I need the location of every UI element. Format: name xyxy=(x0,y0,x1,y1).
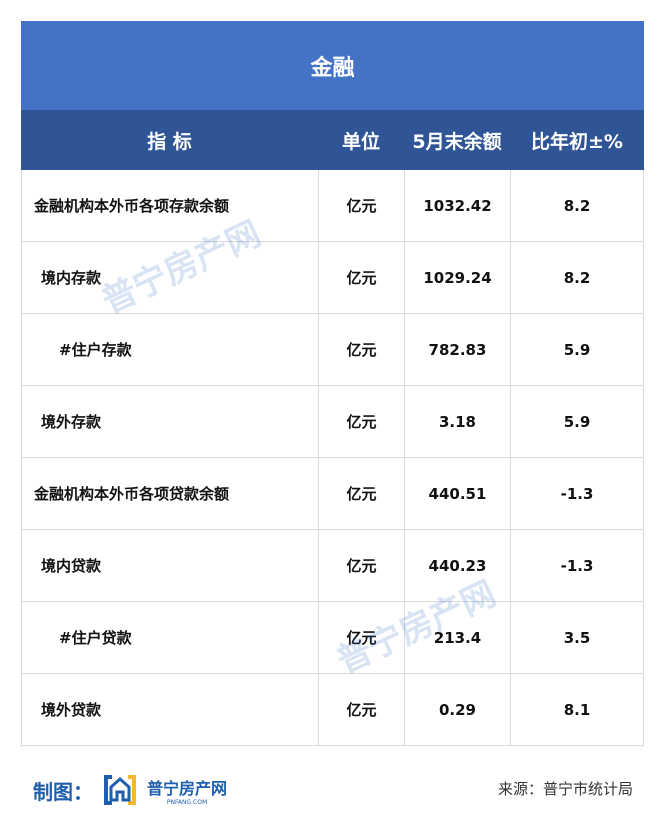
indicator-cell: 境内贷款 xyxy=(22,530,319,601)
balance-cell: 440.51 xyxy=(405,458,511,529)
indicator-cell: #住户贷款 xyxy=(22,602,319,673)
table-row: 金融机构本外币各项存款余额 亿元 1032.42 8.2 xyxy=(21,170,644,242)
change-cell: 3.5 xyxy=(563,628,591,647)
change-cell: 5.9 xyxy=(563,340,591,359)
table-header: 指 标 单位 5月末余额 比年初±% xyxy=(21,110,644,170)
logo-house-icon xyxy=(104,775,136,805)
change-cell: -1.3 xyxy=(560,484,594,503)
unit-cell: 亿元 xyxy=(319,458,405,529)
indicator-cell: 境外存款 xyxy=(22,386,319,457)
footer-credit: 制图： 普宁房产网 PNFANG.COM xyxy=(33,772,227,808)
indicator-cell: 境内存款 xyxy=(22,242,319,313)
header-change: 比年初±% xyxy=(531,130,623,153)
unit-cell: 亿元 xyxy=(319,242,405,313)
unit-cell: 亿元 xyxy=(319,170,405,241)
balance-cell: 3.18 xyxy=(405,386,511,457)
balance-cell: 782.83 xyxy=(405,314,511,385)
header-unit: 单位 xyxy=(341,130,380,153)
change-cell: 8.1 xyxy=(563,700,591,719)
table-row: #住户贷款 亿元 213.4 3.5 xyxy=(21,602,644,674)
indicator-cell: 境外贷款 xyxy=(22,674,319,745)
indicator-cell: 金融机构本外币各项贷款余额 xyxy=(22,458,319,529)
table-row: 境外存款 亿元 3.18 5.9 xyxy=(21,386,644,458)
table-row: 境内存款 亿元 1029.24 8.2 xyxy=(21,242,644,314)
unit-cell: 亿元 xyxy=(319,386,405,457)
unit-cell: 亿元 xyxy=(319,530,405,601)
balance-cell: 440.23 xyxy=(405,530,511,601)
balance-cell: 213.4 xyxy=(405,602,511,673)
table-row: 金融机构本外币各项贷款余额 亿元 440.51 -1.3 xyxy=(21,458,644,530)
finance-table: 金融 指 标 单位 5月末余额 比年初±% 金融机构本外币各项存款余额 亿元 1… xyxy=(21,21,644,746)
header-indicator: 指 标 xyxy=(147,130,192,153)
made-by-label: 制图： xyxy=(33,779,93,804)
indicator-cell: 金融机构本外币各项存款余额 xyxy=(22,170,319,241)
change-cell: -1.3 xyxy=(560,556,594,575)
table-row: 境外贷款 亿元 0.29 8.1 xyxy=(21,674,644,746)
logo: 普宁房产网 PNFANG.COM xyxy=(147,778,228,806)
source-text: 来源：普宁市统计局 xyxy=(497,780,633,798)
balance-cell: 1032.42 xyxy=(405,170,511,241)
table-row: 境内贷款 亿元 440.23 -1.3 xyxy=(21,530,644,602)
unit-cell: 亿元 xyxy=(319,314,405,385)
change-cell: 5.9 xyxy=(563,412,591,431)
balance-cell: 1029.24 xyxy=(405,242,511,313)
indicator-cell: #住户存款 xyxy=(22,314,319,385)
table-row: #住户存款 亿元 782.83 5.9 xyxy=(21,314,644,386)
change-cell: 8.2 xyxy=(563,196,591,215)
unit-cell: 亿元 xyxy=(319,602,405,673)
unit-cell: 亿元 xyxy=(319,674,405,745)
table-title: 金融 xyxy=(21,21,644,110)
change-cell: 8.2 xyxy=(563,268,591,287)
balance-cell: 0.29 xyxy=(405,674,511,745)
header-balance: 5月末余额 xyxy=(412,130,502,153)
